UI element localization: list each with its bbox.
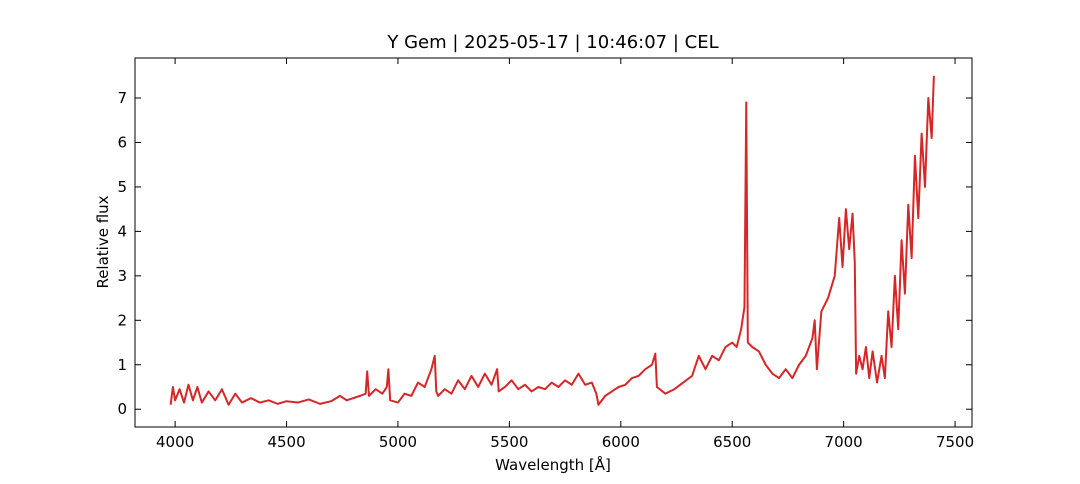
x-tick-label: 7500 <box>936 433 974 451</box>
y-tick-label: 2 <box>117 311 127 329</box>
y-tick-label: 5 <box>117 178 127 196</box>
x-tick-label: 4000 <box>156 433 194 451</box>
x-tick-label: 5000 <box>379 433 417 451</box>
x-tick-label: 5500 <box>490 433 528 451</box>
x-tick-label: 6000 <box>602 433 640 451</box>
x-tick-label: 4500 <box>267 433 305 451</box>
y-tick-label: 3 <box>117 267 127 285</box>
chart-title: Y Gem | 2025-05-17 | 10:46:07 | CEL <box>386 32 718 53</box>
y-tick-label: 6 <box>117 133 127 151</box>
y-axis-label: Relative flux <box>94 195 112 288</box>
x-tick-label: 7000 <box>825 433 863 451</box>
plot-frame <box>134 57 973 428</box>
y-tick-label: 7 <box>117 89 127 107</box>
x-tick-label: 6500 <box>713 433 751 451</box>
y-tick-label: 4 <box>117 222 127 240</box>
spectrum-line <box>169 75 935 406</box>
y-tick-label: 0 <box>117 400 127 418</box>
y-tick-label: 1 <box>117 356 127 374</box>
x-axis-label: Wavelength [Å] <box>495 455 611 474</box>
